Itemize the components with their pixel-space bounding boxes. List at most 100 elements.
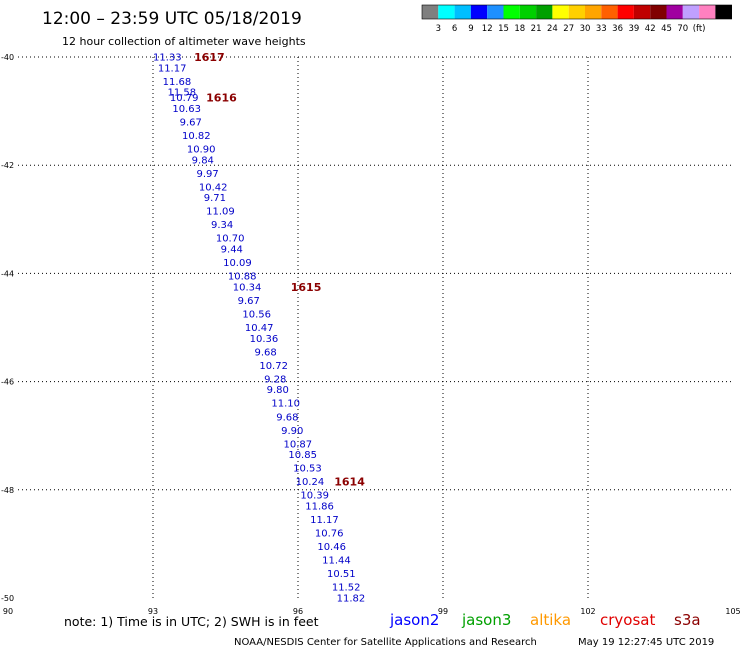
colorbar-swatch: [422, 5, 439, 19]
colorbar-tick-label: 27: [563, 24, 574, 34]
swh-observation: 10.88: [228, 272, 257, 283]
color-scale-legend: 3 6 9 12 15 18 21 24 27 30 33 36 39 42 45 70 (ft): [421, 4, 733, 34]
colorbar-swatch: [487, 5, 504, 19]
swh-observation: 11.82: [337, 594, 366, 605]
colorbar-swatch: [552, 5, 569, 19]
pass-time-label: 1617: [194, 51, 225, 64]
colorbar-tick-label: 24: [547, 24, 558, 34]
swh-observation: 10.36: [250, 334, 279, 345]
colorbar-swatch: [666, 5, 683, 19]
colorbar-tick-label: 18: [514, 24, 525, 34]
y-tick-label: -40: [1, 53, 14, 62]
swh-observation: 11.58: [168, 88, 197, 99]
swh-observation: 11.10: [271, 399, 300, 410]
colorbar-tick-label: 30: [580, 24, 591, 34]
swh-observation: 9.68: [255, 347, 277, 358]
swh-observation: 10.72: [259, 361, 288, 372]
satellite-legend-item: cryosat: [600, 611, 655, 629]
swh-observation: 10.09: [223, 258, 252, 269]
footer-timestamp: May 19 12:27:45 UTC 2019: [578, 637, 714, 648]
colorbar-swatch: [715, 5, 732, 19]
swh-observation: 10.46: [317, 542, 346, 553]
swh-observation: 10.42: [199, 182, 228, 193]
x-tick-label: 90: [3, 607, 13, 616]
colorbar-tick-label: 21: [531, 24, 542, 34]
note-text: note: 1) Time is in UTC; 2) SWH is in fe…: [64, 614, 319, 629]
swh-observation: 10.70: [216, 234, 245, 245]
y-tick-label: -46: [1, 378, 14, 387]
swh-observation: 10.51: [327, 569, 356, 580]
swh-observation: 9.34: [211, 220, 233, 231]
plot-area: 90 93 96 99 102 105 -40 -42 -44 -46 -48 -50: [1, 53, 740, 616]
y-tick-label: -50: [1, 594, 14, 603]
swh-observation: 11.44: [322, 556, 351, 567]
swh-observation: 10.53: [293, 464, 322, 475]
colorbar-swatch: [536, 5, 553, 19]
satellite-legend: jason2 jason3 altika cryosat s3a: [389, 611, 701, 629]
time-labels-layer: 1617 1616 1615 1614: [194, 51, 365, 489]
colorbar-swatch: [503, 5, 520, 19]
x-tick-label: 93: [148, 607, 158, 616]
colorbar-tick-label: 42: [645, 24, 656, 34]
swh-observation: 10.87: [284, 439, 313, 450]
swh-observation: 11.09: [206, 207, 235, 218]
colorbar-swatch: [682, 5, 700, 19]
colorbar-tick-label: 45: [661, 24, 672, 34]
pass-time-label: 1615: [291, 281, 322, 294]
swh-observation: 10.76: [315, 529, 344, 540]
swh-observation: 9.97: [197, 169, 219, 180]
x-tick-label: 105: [725, 607, 740, 616]
page-subtitle: 12 hour collection of altimeter wave hei…: [62, 35, 306, 48]
swh-observation: 11.33: [153, 53, 182, 64]
colorbar-swatch: [454, 5, 471, 19]
colorbar-tick-label: 3: [436, 24, 441, 34]
satellite-legend-item: altika: [530, 611, 571, 629]
x-tick-label: 102: [580, 607, 595, 616]
satellite-legend-item: jason2: [389, 611, 439, 629]
colorbar-swatch: [568, 5, 585, 19]
x-tick-label: 99: [438, 607, 448, 616]
swh-observation: 9.67: [238, 296, 260, 307]
colorbar-swatch: [519, 5, 537, 19]
pass-time-label: 1616: [206, 92, 237, 105]
swh-observation: 10.79: [170, 93, 199, 104]
swh-observation: 10.39: [300, 491, 329, 502]
swh-observation: 11.17: [310, 515, 339, 526]
colorbar-swatch: [470, 5, 488, 19]
y-tick-label: -42: [1, 161, 14, 170]
footer-credit: NOAA/NESDIS Center for Satellite Applica…: [234, 637, 537, 648]
swh-observation: 10.85: [288, 450, 317, 461]
x-tick-label: 96: [293, 607, 303, 616]
swh-observation: 9.67: [180, 117, 202, 128]
colorbar-tick-label: 12: [482, 24, 493, 34]
colorbar-tick-label: 36: [612, 24, 623, 34]
colorbar-swatch: [438, 5, 455, 19]
swh-observation: 10.63: [172, 104, 201, 115]
colorbar-swatch: [601, 5, 618, 19]
swh-observation: 10.34: [233, 282, 262, 293]
swh-observation: 9.90: [281, 426, 303, 437]
colorbar-tick-label: 33: [596, 24, 607, 34]
colorbar-tick-label: 6: [452, 24, 457, 34]
swh-observation: 9.80: [267, 385, 289, 396]
swh-observation: 10.24: [296, 477, 325, 488]
colorbar-tick-label: 70: [677, 24, 688, 34]
colorbar-tick-label: 15: [498, 24, 509, 34]
swh-observation: 11.17: [158, 63, 187, 74]
swh-observation: 11.86: [305, 502, 334, 513]
swh-observation: 9.44: [221, 245, 243, 256]
swh-observation: 10.82: [182, 131, 211, 142]
swh-observation: 9.84: [192, 155, 214, 166]
colorbar-tick-label: 39: [628, 24, 639, 34]
swh-observation: 10.47: [245, 323, 274, 334]
colorbar-frame: [421, 4, 733, 20]
swh-observation: 11.68: [163, 77, 192, 88]
colorbar-swatch: [699, 5, 716, 19]
observations-layer: 11.3311.1711.6811.5810.7910.639.6710.821…: [153, 53, 365, 605]
colorbar-swatch: [617, 5, 634, 19]
satellite-legend-item: jason3: [461, 611, 511, 629]
swh-observation: 10.56: [242, 309, 271, 320]
y-tick-label: -48: [1, 486, 14, 495]
colorbar-tick-label: (ft): [693, 24, 706, 34]
